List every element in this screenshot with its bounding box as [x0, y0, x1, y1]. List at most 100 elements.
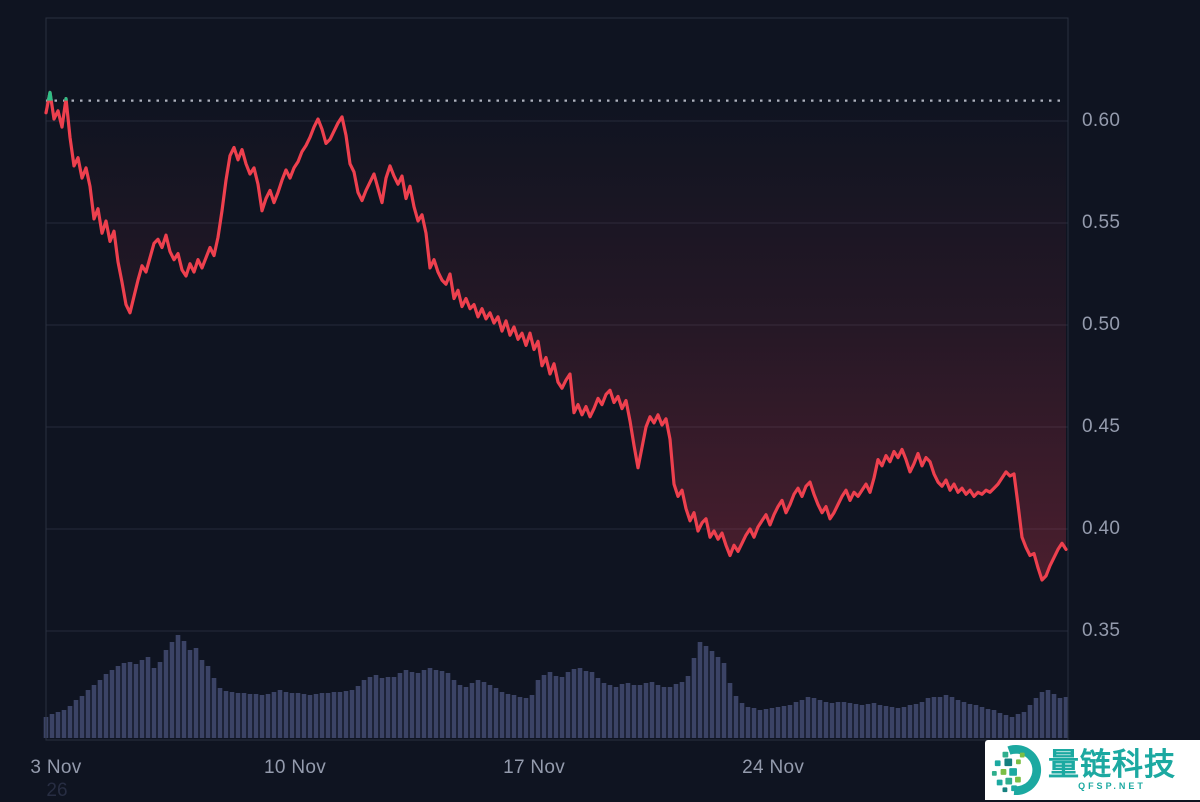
volume-bar: [577, 668, 583, 738]
volume-bar: [799, 700, 805, 738]
volume-bar: [157, 662, 163, 738]
volume-bar: [499, 692, 505, 738]
volume-bar: [919, 702, 925, 738]
volume-bar: [109, 670, 115, 738]
volume-bar: [829, 703, 835, 738]
volume-bar: [877, 705, 883, 738]
volume-bar: [907, 705, 913, 738]
volume-bar: [145, 657, 151, 738]
volume-bar: [901, 707, 907, 738]
volume-bar: [601, 683, 607, 738]
volume-bar: [625, 683, 631, 738]
volume-bar: [523, 698, 529, 738]
volume-bar: [259, 695, 265, 738]
volume-bar: [613, 687, 619, 738]
x-axis-label-partial: 26: [46, 780, 68, 801]
volume-bar: [445, 673, 451, 738]
volume-bar: [505, 694, 511, 738]
volume-bar: [547, 672, 553, 738]
volume-bar: [805, 697, 811, 738]
brand-name: 量链科技: [1048, 747, 1176, 782]
volume-bar: [733, 696, 739, 738]
volume-bar: [763, 709, 769, 738]
volume-bar: [751, 708, 757, 738]
volume-bar: [439, 671, 445, 738]
volume-bar: [349, 690, 355, 738]
volume-bar: [1051, 694, 1057, 738]
volume-bar: [403, 670, 409, 738]
volume-bar: [343, 691, 349, 738]
volume-bar: [151, 668, 157, 738]
volume-bar: [187, 650, 193, 738]
volume-bar: [697, 642, 703, 738]
volume-bar: [289, 693, 295, 738]
volume-bar: [985, 709, 991, 738]
volume-bar: [715, 657, 721, 738]
y-axis-label: 0.50: [1082, 314, 1121, 335]
volume-bar: [649, 682, 655, 738]
volume-bar: [1039, 692, 1045, 738]
volume-bar: [787, 705, 793, 738]
volume-bar: [67, 706, 73, 738]
volume-bar: [379, 678, 385, 738]
volume-bar: [487, 685, 493, 738]
volume-bar: [49, 714, 55, 738]
volume-bar: [469, 683, 475, 738]
volume-bar: [61, 710, 67, 738]
brand-watermark[interactable]: 量链科技 QFSP.NET: [985, 740, 1200, 800]
volume-bar: [835, 702, 841, 738]
volume-bar: [1003, 715, 1009, 738]
volume-bar: [979, 707, 985, 738]
volume-bar: [433, 670, 439, 738]
volume-bar: [643, 683, 649, 738]
volume-bar: [589, 672, 595, 738]
x-axis-label: 17 Nov: [503, 757, 566, 778]
volume-bar: [817, 700, 823, 738]
volume-bar: [889, 707, 895, 738]
volume-bar: [397, 673, 403, 738]
volume-bar: [673, 684, 679, 738]
volume-bar: [583, 671, 589, 738]
volume-bar: [391, 677, 397, 738]
volume-bar: [943, 695, 949, 738]
volume-bar: [169, 642, 175, 738]
volume-bar: [1045, 690, 1051, 738]
volume-bar: [865, 704, 871, 738]
volume-bar: [967, 704, 973, 738]
volume-bar: [841, 702, 847, 738]
y-axis-label: 0.35: [1082, 620, 1121, 641]
volume-bar: [949, 697, 955, 738]
volume-bar: [427, 668, 433, 738]
volume-bar: [331, 692, 337, 738]
volume-bar: [619, 684, 625, 738]
volume-bar: [325, 693, 331, 738]
volume-bar: [931, 697, 937, 738]
volume-bar: [1009, 717, 1015, 738]
volume-bar: [745, 707, 751, 738]
volume-bar: [961, 702, 967, 738]
volume-bar: [55, 712, 61, 738]
volume-bar: [811, 698, 817, 738]
volume-bar: [883, 706, 889, 738]
volume-bar: [529, 695, 535, 738]
volume-bar: [319, 693, 325, 738]
volume-bar: [409, 672, 415, 738]
volume-bars: [43, 635, 1069, 738]
volume-bar: [553, 676, 559, 738]
volume-bar: [271, 692, 277, 738]
y-axis-label: 0.55: [1082, 212, 1121, 233]
volume-bar: [1057, 698, 1063, 738]
volume-bar: [115, 666, 121, 738]
x-axis-label: 3 Nov: [30, 757, 82, 778]
price-area-fill: [46, 92, 1066, 581]
volume-bar: [97, 680, 103, 738]
volume-bar: [253, 694, 259, 738]
volume-bar: [295, 693, 301, 738]
volume-bar: [955, 700, 961, 738]
volume-bar: [307, 695, 313, 738]
x-axis-label: 24 Nov: [742, 757, 805, 778]
volume-bar: [457, 685, 463, 738]
volume-bar: [895, 708, 901, 738]
volume-bar: [217, 688, 223, 738]
